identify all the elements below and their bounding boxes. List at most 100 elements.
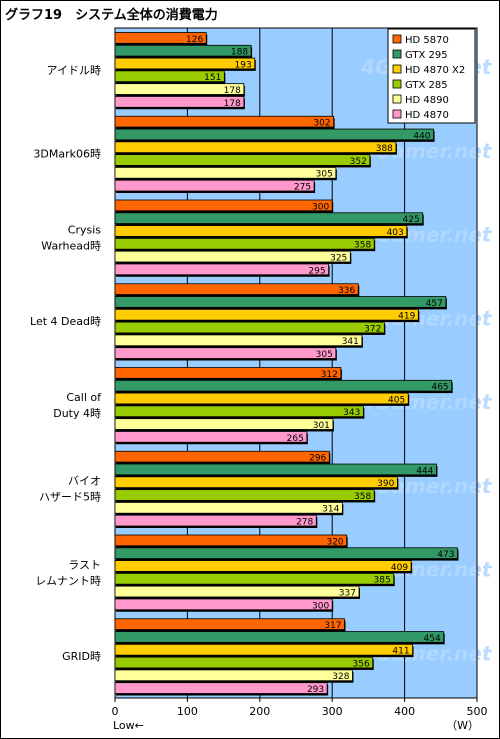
bar (114, 367, 342, 379)
data-label: 151 (204, 73, 221, 83)
bar (114, 502, 343, 514)
bar (114, 179, 315, 192)
data-label: 388 (376, 144, 393, 154)
bar (114, 347, 337, 359)
legend-swatch (392, 79, 402, 89)
bar (114, 141, 397, 154)
bar (114, 128, 434, 141)
legend-swatch (392, 64, 402, 74)
data-label: 305 (316, 170, 333, 180)
bar (114, 656, 374, 669)
bar (114, 199, 333, 212)
category-label: GRID時 (62, 650, 101, 663)
category-label: アイドル時 (47, 64, 101, 77)
bar (114, 96, 245, 108)
bar (114, 263, 329, 276)
legend-label: HD 4890 (405, 95, 449, 106)
bar (114, 44, 252, 57)
bar (114, 225, 408, 237)
data-label: 343 (343, 408, 360, 418)
data-label: 465 (431, 383, 448, 393)
bar (114, 534, 348, 547)
x-tick-label: 100 (177, 705, 198, 718)
bar (114, 560, 412, 572)
category-label: Warhead時 (41, 239, 101, 252)
bar (114, 212, 424, 224)
bar (114, 489, 375, 501)
bar (114, 547, 458, 559)
data-label: 302 (313, 119, 330, 129)
bar (114, 463, 437, 476)
legend-label: HD 4870 (405, 110, 449, 121)
bar (114, 476, 398, 489)
data-label: 419 (398, 312, 415, 322)
bar (114, 450, 330, 463)
data-label: 278 (296, 518, 313, 528)
bar (114, 669, 353, 682)
bar (114, 296, 447, 308)
bar (114, 585, 360, 598)
data-label: 126 (186, 35, 203, 45)
category-label: バイオ (68, 475, 101, 488)
data-label: 301 (313, 421, 330, 431)
bar (114, 431, 308, 443)
bar (114, 379, 453, 392)
data-label: 405 (388, 395, 405, 405)
data-label: 440 (413, 131, 430, 141)
data-label: 300 (312, 202, 329, 212)
data-label: 454 (424, 634, 441, 644)
data-label: 275 (294, 183, 311, 193)
data-label: 409 (391, 563, 408, 573)
data-label: 457 (426, 299, 443, 309)
bar (114, 392, 409, 405)
data-label: 293 (307, 685, 324, 695)
category-label: Let 4 Dead時 (30, 315, 101, 328)
data-label: 188 (231, 48, 248, 58)
bar (114, 598, 333, 611)
bar (114, 237, 375, 250)
bar (114, 83, 245, 95)
data-label: 265 (287, 434, 304, 444)
data-label: 325 (330, 253, 347, 263)
bar (114, 283, 359, 295)
x-tick-label: 400 (394, 705, 415, 718)
data-label: 314 (322, 505, 339, 515)
bar (114, 514, 317, 527)
data-label: 328 (332, 672, 349, 682)
bar (114, 682, 328, 694)
data-label: 444 (416, 466, 433, 476)
x-axis-low-label: Low← (113, 719, 144, 732)
category-label: ラスト (68, 558, 101, 571)
data-label: 372 (364, 324, 381, 334)
data-label: 385 (374, 576, 391, 586)
category-label: 3DMark06時 (33, 148, 101, 161)
legend-swatch (392, 94, 402, 104)
data-label: 178 (224, 86, 241, 96)
legend-label: HD 4870 X2 (405, 65, 465, 76)
bar (114, 618, 345, 630)
data-label: 425 (403, 215, 420, 225)
data-label: 178 (224, 99, 241, 109)
x-tick-label: 200 (249, 705, 270, 718)
bar (114, 405, 364, 418)
bar (114, 115, 335, 128)
legend-label: GTX 285 (405, 80, 448, 91)
x-tick-label: 0 (112, 705, 119, 718)
bar (114, 167, 337, 179)
data-label: 341 (342, 337, 359, 347)
data-label: 336 (338, 286, 355, 296)
bar (114, 334, 363, 347)
bar (114, 572, 395, 585)
legend-label: HD 5870 (405, 35, 449, 46)
x-axis-unit-label: （W） (446, 719, 479, 732)
category-label: Duty 4時 (53, 407, 101, 420)
data-label: 295 (308, 266, 325, 276)
data-label: 300 (312, 601, 329, 611)
bar (114, 250, 351, 263)
data-label: 312 (321, 370, 338, 380)
data-label: 305 (316, 350, 333, 360)
data-label: 317 (324, 621, 341, 631)
data-label: 358 (354, 241, 371, 251)
legend-box (387, 28, 476, 124)
